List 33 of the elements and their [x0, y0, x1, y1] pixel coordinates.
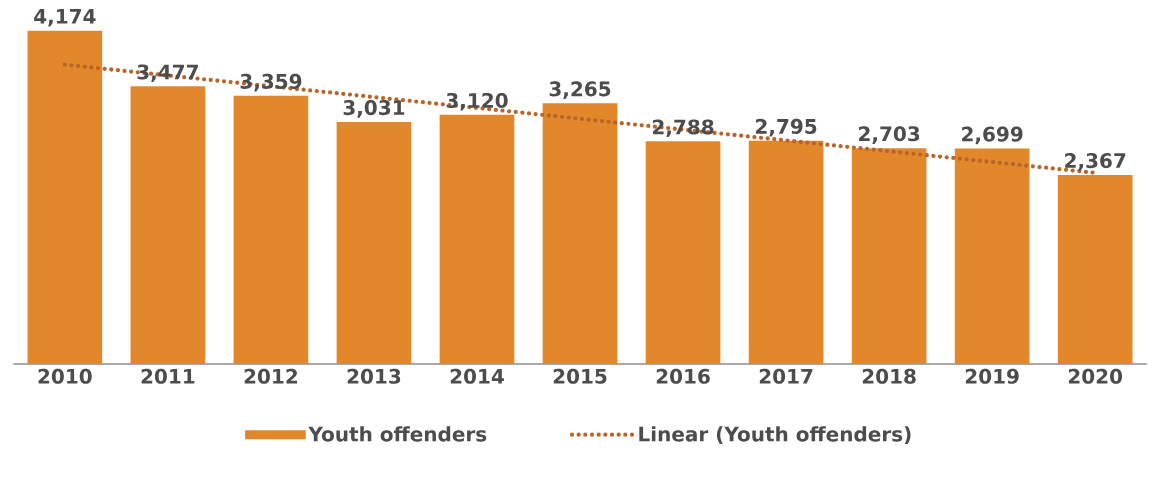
- bar: [439, 115, 515, 365]
- x-tick-label: 2010: [38, 368, 92, 385]
- data-label: 3,265: [549, 81, 611, 100]
- legend-label: Youth offenders: [308, 426, 487, 442]
- x-tick-label: 2012: [244, 368, 298, 385]
- x-tick-label: 2017: [759, 368, 813, 385]
- bar: [1057, 175, 1133, 365]
- legend-label: Linear (Youth offenders): [639, 426, 911, 445]
- bar: [954, 148, 1030, 365]
- bar: [542, 103, 618, 365]
- x-tick-label: 2015: [553, 368, 607, 385]
- bar: [130, 86, 206, 365]
- x-tick-label: 2016: [656, 368, 710, 385]
- bar: [233, 95, 309, 365]
- x-tick-label: 2018: [862, 368, 916, 385]
- data-label: 3,120: [446, 93, 508, 111]
- x-tick-label: 2019: [965, 368, 1019, 385]
- data-label: 3,031: [343, 100, 405, 118]
- data-label: 2,367: [1065, 153, 1126, 171]
- bar: [336, 122, 412, 365]
- x-tick-label: 2014: [450, 368, 504, 385]
- data-label: 2,699: [962, 126, 1023, 145]
- bar: [851, 148, 927, 365]
- data-label: 2,795: [756, 119, 817, 137]
- x-tick-label: 2013: [347, 368, 401, 385]
- bar: [748, 140, 824, 365]
- bar: [645, 141, 721, 365]
- data-label: 2,703: [859, 126, 920, 145]
- x-tick-label: 2020: [1068, 368, 1123, 385]
- x-tick-label: 2011: [141, 368, 195, 385]
- data-label: 3,359: [240, 73, 302, 92]
- bar: [27, 30, 103, 365]
- data-label: 4,174: [34, 9, 96, 27]
